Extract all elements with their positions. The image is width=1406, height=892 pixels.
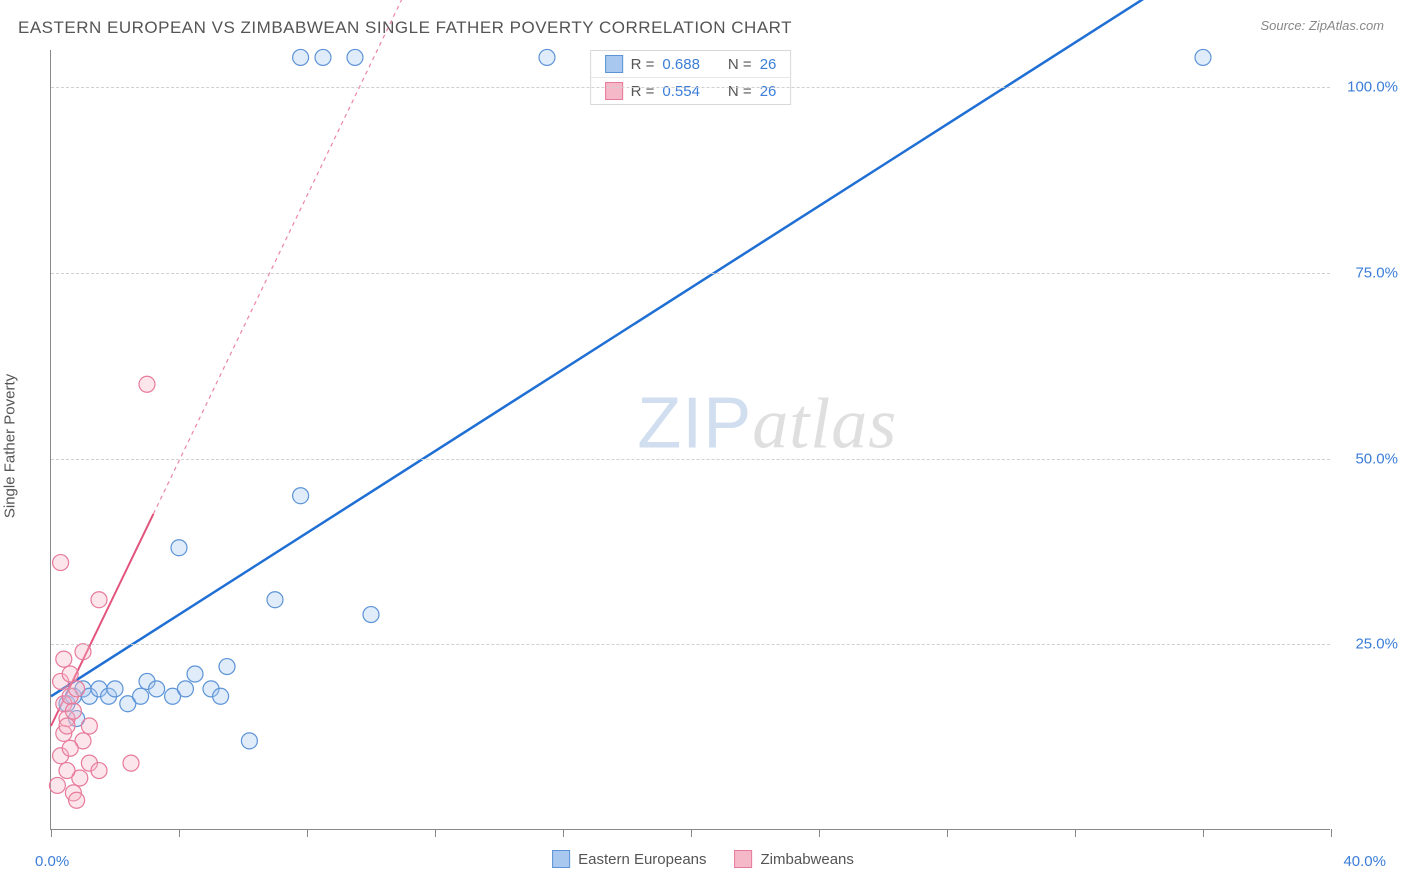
legend-series-label: Eastern Europeans	[578, 851, 706, 868]
legend-n-label: N =	[728, 56, 752, 73]
x-tick	[307, 829, 308, 837]
legend-swatch	[605, 82, 623, 100]
legend-stats-row: R = 0.688 N = 26	[591, 51, 791, 78]
legend-series-label: Zimbabweans	[761, 851, 854, 868]
gridline	[51, 459, 1330, 460]
x-axis-max-label: 40.0%	[1343, 853, 1386, 870]
legend-stats-row: R = 0.554 N = 26	[591, 78, 791, 104]
legend-n-label: N =	[728, 83, 752, 100]
legend-series-item: Eastern Europeans	[552, 850, 706, 868]
legend-series: Eastern Europeans Zimbabweans	[552, 850, 854, 868]
legend-r-label: R =	[631, 83, 655, 100]
x-tick	[435, 829, 436, 837]
legend-r-value: 0.688	[662, 56, 700, 73]
chart-title: EASTERN EUROPEAN VS ZIMBABWEAN SINGLE FA…	[18, 18, 792, 38]
gridline	[51, 273, 1330, 274]
legend-r-value: 0.554	[662, 83, 700, 100]
legend-swatch	[735, 850, 753, 868]
x-tick	[691, 829, 692, 837]
x-tick	[1203, 829, 1204, 837]
y-tick-label: 50.0%	[1338, 450, 1398, 467]
x-tick	[947, 829, 948, 837]
legend-stats: R = 0.688 N = 26 R = 0.554 N = 26	[590, 50, 792, 105]
y-axis-label: Single Father Poverty	[2, 374, 19, 518]
x-axis-origin-label: 0.0%	[35, 853, 69, 870]
legend-r-label: R =	[631, 56, 655, 73]
legend-n-value: 26	[760, 56, 777, 73]
plot-area: R =0.688N =26R =0.554N =26 ZIPatlas 25.0…	[50, 50, 1330, 830]
legend-swatch	[605, 55, 623, 73]
x-tick	[819, 829, 820, 837]
y-tick-label: 100.0%	[1338, 79, 1398, 96]
x-tick	[563, 829, 564, 837]
x-tick	[1331, 829, 1332, 837]
x-tick	[51, 829, 52, 837]
source-attribution: Source: ZipAtlas.com	[1260, 18, 1384, 33]
scatter-svg	[51, 50, 1330, 829]
gridline	[51, 87, 1330, 88]
y-tick-label: 25.0%	[1338, 636, 1398, 653]
legend-series-item: Zimbabweans	[735, 850, 854, 868]
legend-swatch	[552, 850, 570, 868]
legend-n-value: 26	[760, 83, 777, 100]
y-tick-label: 75.0%	[1338, 264, 1398, 281]
x-tick	[1075, 829, 1076, 837]
x-tick	[179, 829, 180, 837]
gridline	[51, 644, 1330, 645]
